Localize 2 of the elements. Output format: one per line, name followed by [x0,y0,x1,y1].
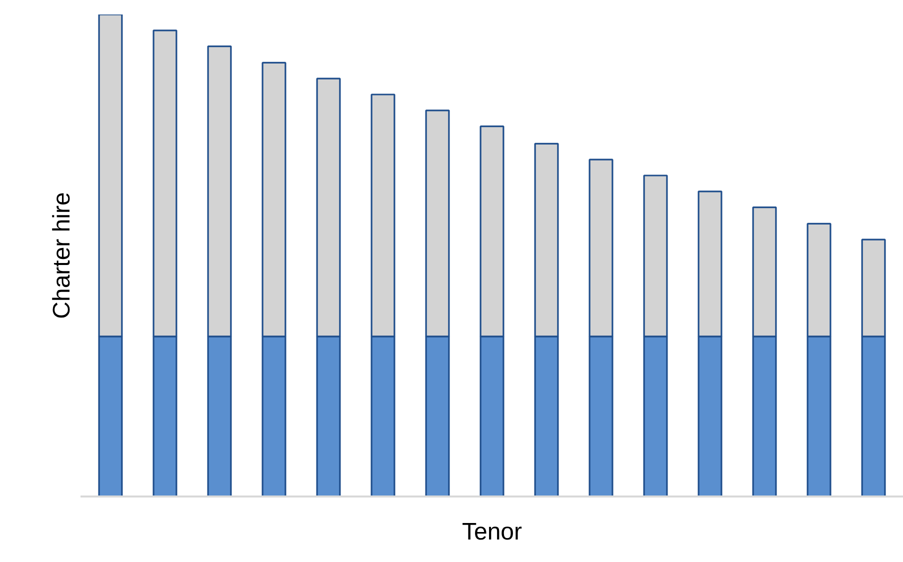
y-axis-title: Charter hire [48,192,76,319]
x-axis-title: Tenor [462,518,522,546]
